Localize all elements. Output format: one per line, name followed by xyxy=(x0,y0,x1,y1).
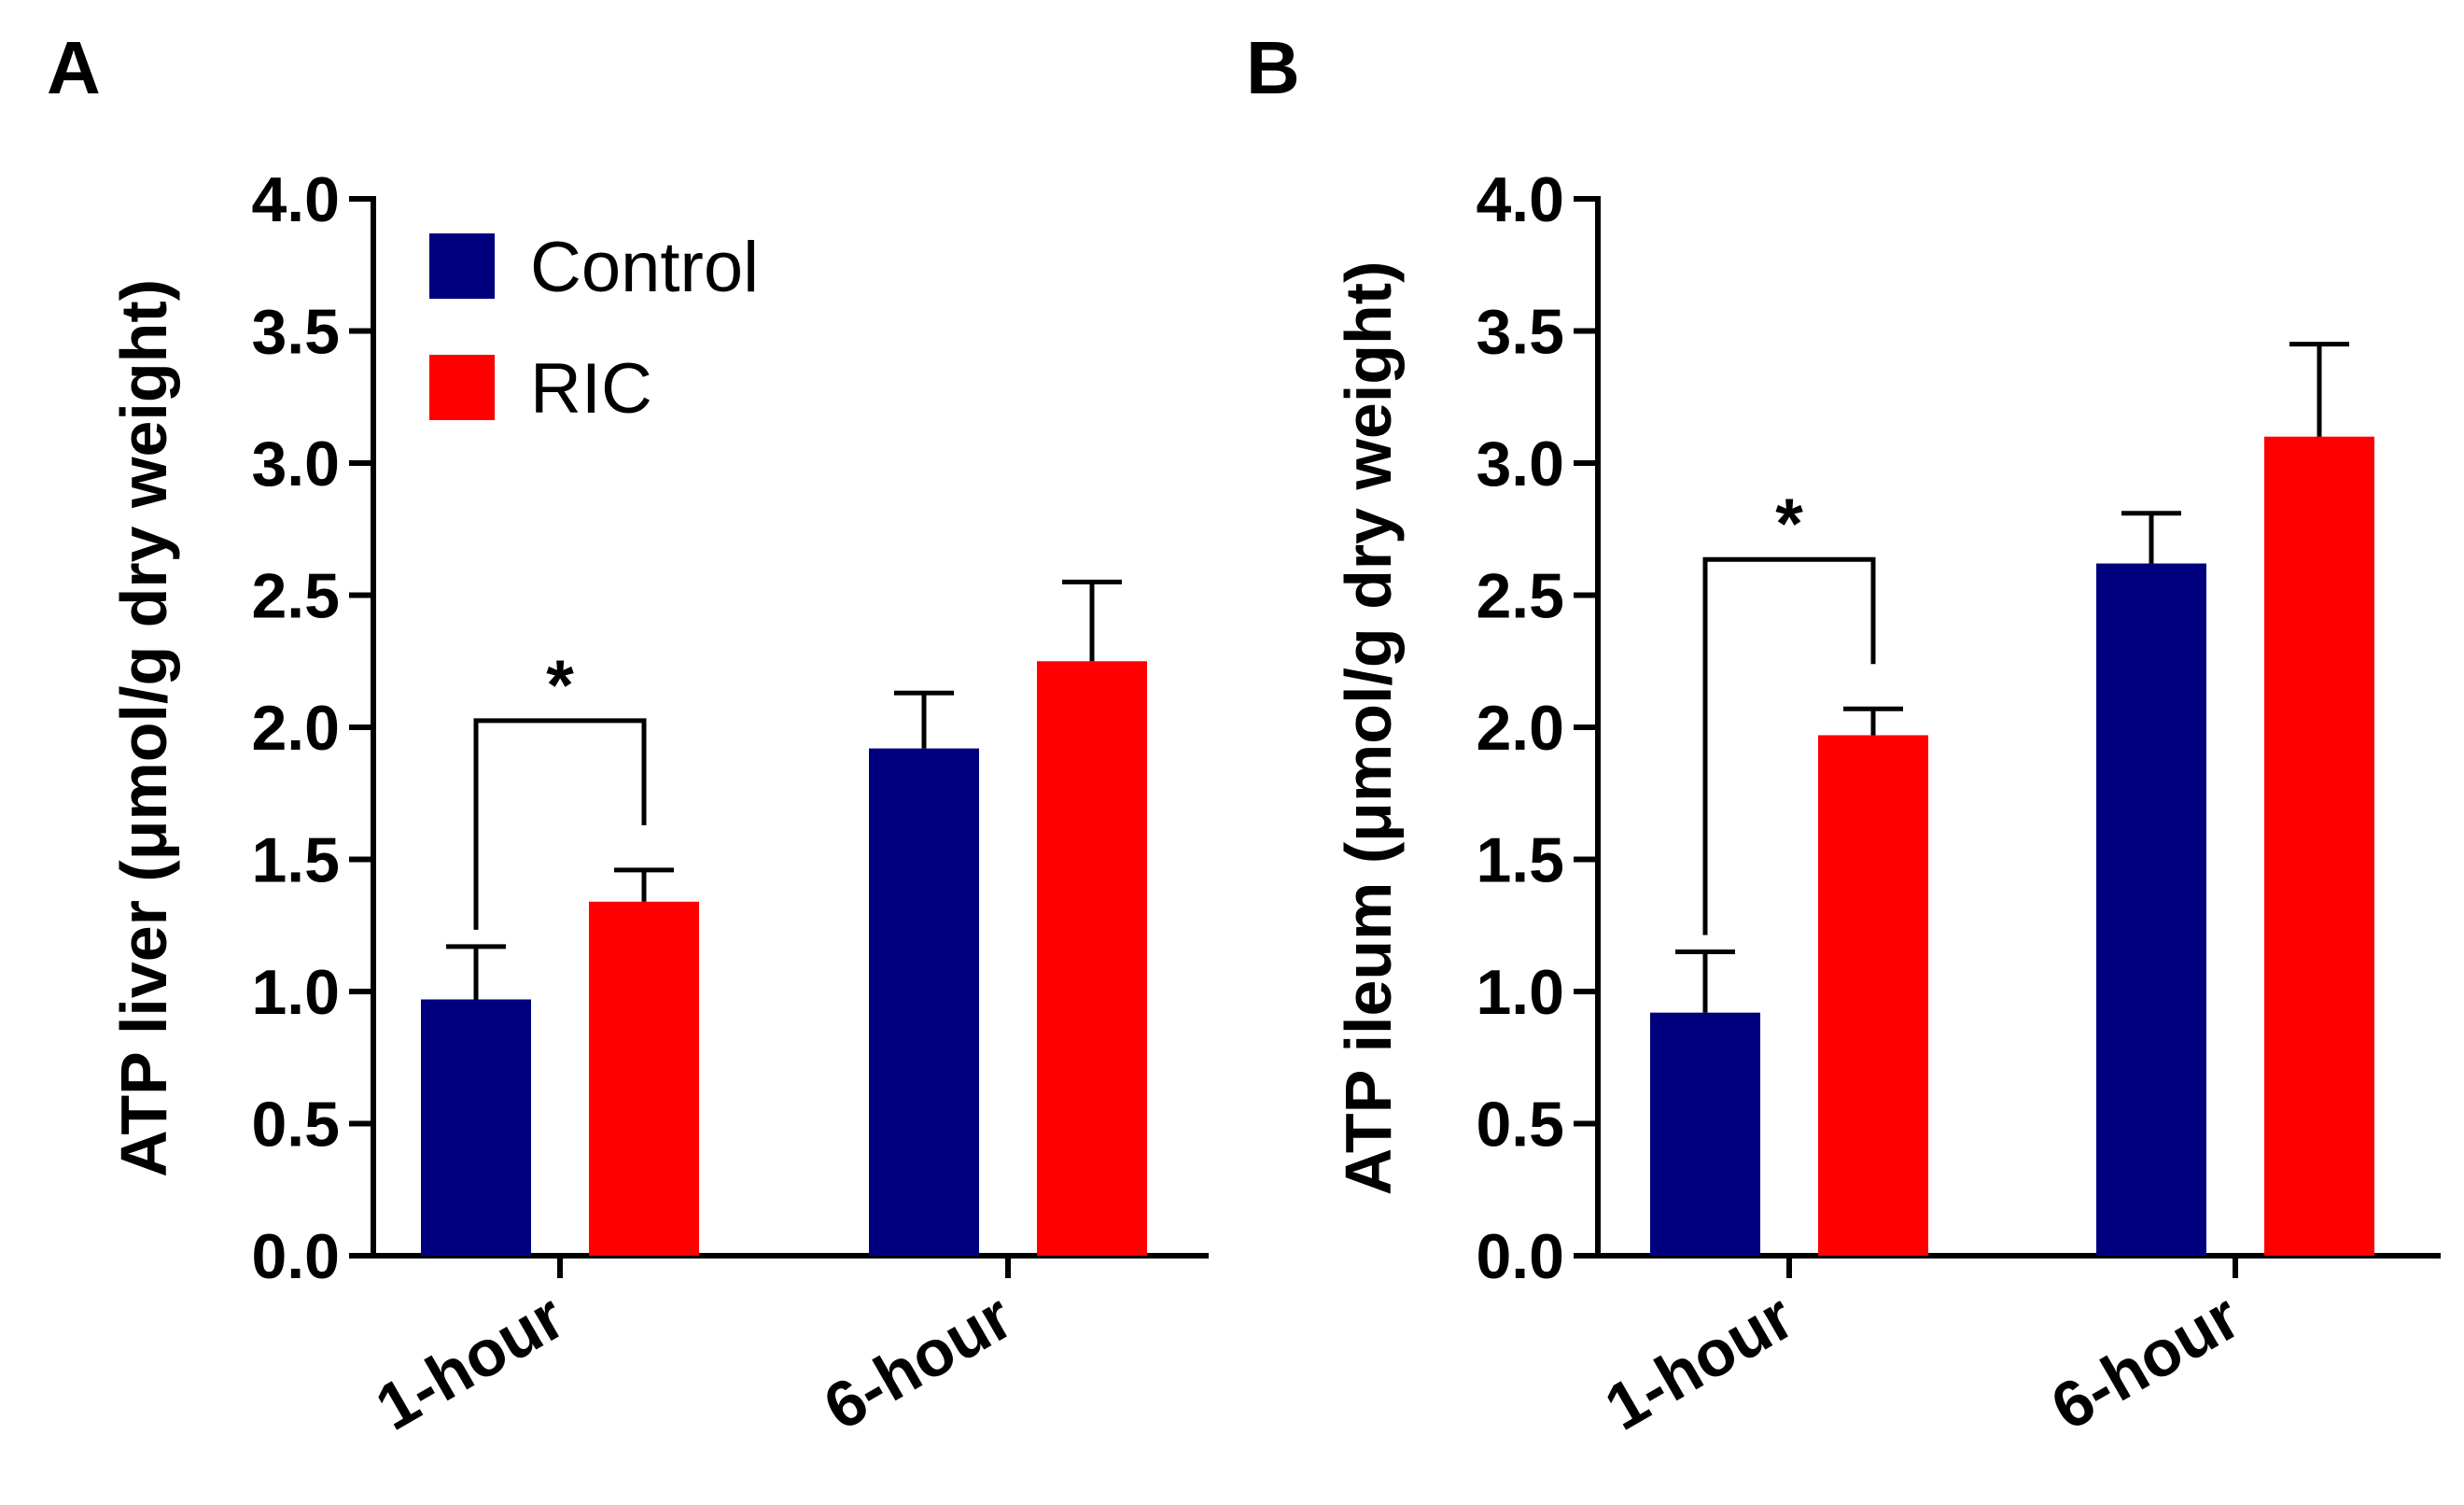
panel-b-letter: B xyxy=(1246,26,1300,109)
panel-a-y-tick-label: 0.0 xyxy=(251,1221,340,1292)
panel-a-legend-label-control: Control xyxy=(530,228,759,307)
panel-b-y-tick-label: 4.0 xyxy=(1476,164,1564,235)
panel-b-bar-ric-6-hour xyxy=(2264,436,2374,1256)
panel-a-y-tick-label: 4.0 xyxy=(251,164,340,235)
panel-a-significance-bracket xyxy=(473,718,647,930)
panel-a-bar-control-1-hour xyxy=(421,999,531,1256)
panel-b-significance-label: * xyxy=(1775,485,1803,564)
panel-b-significance-bracket xyxy=(1702,556,1876,935)
panel-b: B 0.0 0.5 1.0 1.5 2.0 2.5 3.0 3.5 4.0 ATP ileum (μ… xyxy=(1246,26,2441,1444)
panel-a-letter: A xyxy=(47,26,101,109)
panel-a-y-tick-label: 0.5 xyxy=(251,1090,340,1160)
panel-a-legend-swatch-ric xyxy=(429,355,495,420)
panel-a-bar-ric-6-hour xyxy=(1037,661,1147,1256)
panel-a-y-tick-label: 2.0 xyxy=(251,693,340,764)
panel-a-legend: Control RIC xyxy=(429,228,759,429)
panel-a-y-axis-label: ATP liver (μmol/g dry weight) xyxy=(107,279,180,1177)
panel-a-y-tick-label: 1.0 xyxy=(251,957,340,1028)
panel-b-bar-control-6-hour xyxy=(2096,563,2206,1256)
panel-a: A 0.0 0.5 1.0 1.5 2.0 2.5 3.0 3.5 4.0 ATP liver (μ… xyxy=(47,26,1209,1444)
panel-a-legend-label-ric: RIC xyxy=(530,349,652,429)
panel-a-x-tick-label: 1-hour xyxy=(364,1279,577,1443)
panel-b-bar-control-1-hour xyxy=(1650,1012,1760,1256)
panel-b-x-tick-label: 1-hour xyxy=(1593,1279,1806,1443)
panel-a-legend-swatch-control xyxy=(429,233,495,299)
panel-a-y-tick-label: 1.5 xyxy=(251,825,340,896)
panel-b-bar-ric-1-hour xyxy=(1818,735,1928,1256)
panel-b-y-tick-label: 1.5 xyxy=(1476,825,1564,896)
panel-a-y-tick-label: 3.0 xyxy=(251,429,340,499)
panel-a-x-tick-label: 6-hour xyxy=(812,1279,1025,1443)
panel-a-significance-label: * xyxy=(546,646,574,725)
panel-b-x-tick-label: 6-hour xyxy=(2039,1279,2252,1443)
panel-b-y-tick-label: 3.5 xyxy=(1476,297,1564,368)
panel-b-y-tick-label: 3.0 xyxy=(1476,429,1564,499)
panel-a-y-tick-label: 2.5 xyxy=(251,561,340,632)
panel-a-bar-ric-1-hour xyxy=(589,901,699,1256)
panel-b-y-tick-label: 2.5 xyxy=(1476,561,1564,632)
panel-a-bar-control-6-hour xyxy=(869,748,979,1256)
panel-b-y-tick-label: 1.0 xyxy=(1476,957,1564,1028)
panel-b-y-tick-label: 0.5 xyxy=(1476,1090,1564,1160)
panel-b-y-axis-label: ATP ileum (μmol/g dry weight) xyxy=(1332,261,1405,1196)
panel-b-y-tick-label: 2.0 xyxy=(1476,693,1564,764)
panel-b-y-tick-label: 0.0 xyxy=(1476,1221,1564,1292)
panel-a-y-tick-label: 3.5 xyxy=(251,297,340,368)
